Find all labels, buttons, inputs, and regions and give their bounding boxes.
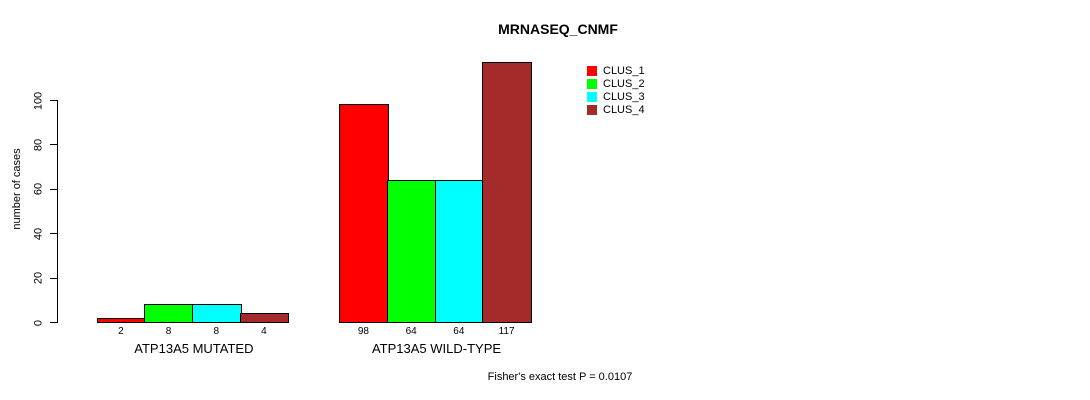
annotation-text: Fisher's exact test P = 0.0107	[487, 371, 633, 383]
legend-label: CLUS_4	[603, 104, 645, 116]
bar-clus_3-wildtype	[434, 179, 485, 323]
chart-title: MRNASEQ_CNMF	[498, 21, 618, 37]
y-axis-tick	[50, 233, 57, 235]
bar-value-label: 8	[213, 326, 220, 337]
category-label: ATP13A5 WILD-TYPE	[371, 341, 502, 356]
y-axis-tick	[50, 100, 57, 101]
y-axis-tick-label: 60	[32, 183, 45, 196]
y-axis-tick-label: 40	[32, 227, 45, 240]
y-axis-line	[57, 100, 58, 323]
y-axis-tick-label: 80	[32, 138, 45, 152]
legend: CLUS_1 CLUS_2 CLUS_3 CLUS_4	[587, 66, 645, 118]
y-axis-tick	[50, 277, 57, 279]
legend-color-swatch	[587, 66, 597, 76]
bar-value-label: 64	[453, 326, 465, 337]
bar-clus_1-wildtype	[339, 104, 389, 323]
legend-label: CLUS_1	[603, 65, 645, 77]
y-axis-tick-label: 0	[32, 319, 45, 326]
bar-clus_1-mutated	[96, 317, 147, 323]
legend-color-swatch	[587, 92, 597, 102]
y-axis-tick	[50, 188, 57, 190]
legend-item: CLUS_3	[587, 91, 645, 103]
bar-clus_3-mutated	[191, 304, 242, 323]
category-label: ATP13A5 MUTATED	[134, 341, 254, 356]
bar-value-label: 64	[405, 326, 417, 337]
y-axis-tick	[50, 322, 57, 323]
bar-value-label: 2	[118, 326, 124, 337]
bar-value-label: 8	[165, 326, 172, 337]
y-axis-tick-label: 100	[32, 91, 45, 110]
legend-label: CLUS_3	[603, 91, 645, 103]
y-axis-tick-label: 20	[32, 271, 45, 285]
legend-item: CLUS_4	[587, 104, 645, 116]
legend-label: CLUS_2	[603, 78, 645, 90]
bar-value-label: 98	[357, 326, 369, 337]
legend-item: CLUS_1	[587, 65, 645, 77]
legend-item: CLUS_2	[587, 78, 645, 90]
bar-value-label: 117	[498, 326, 515, 337]
y-axis-tick	[50, 144, 57, 146]
bar-value-label: 4	[261, 326, 267, 337]
bar-clus_2-mutated	[144, 304, 194, 323]
bar-clus_4-wildtype	[482, 62, 532, 323]
legend-color-swatch	[587, 79, 597, 89]
legend-color-swatch	[587, 105, 597, 115]
bar-clus_2-wildtype	[386, 179, 437, 323]
bar-clus_4-mutated	[239, 313, 290, 323]
